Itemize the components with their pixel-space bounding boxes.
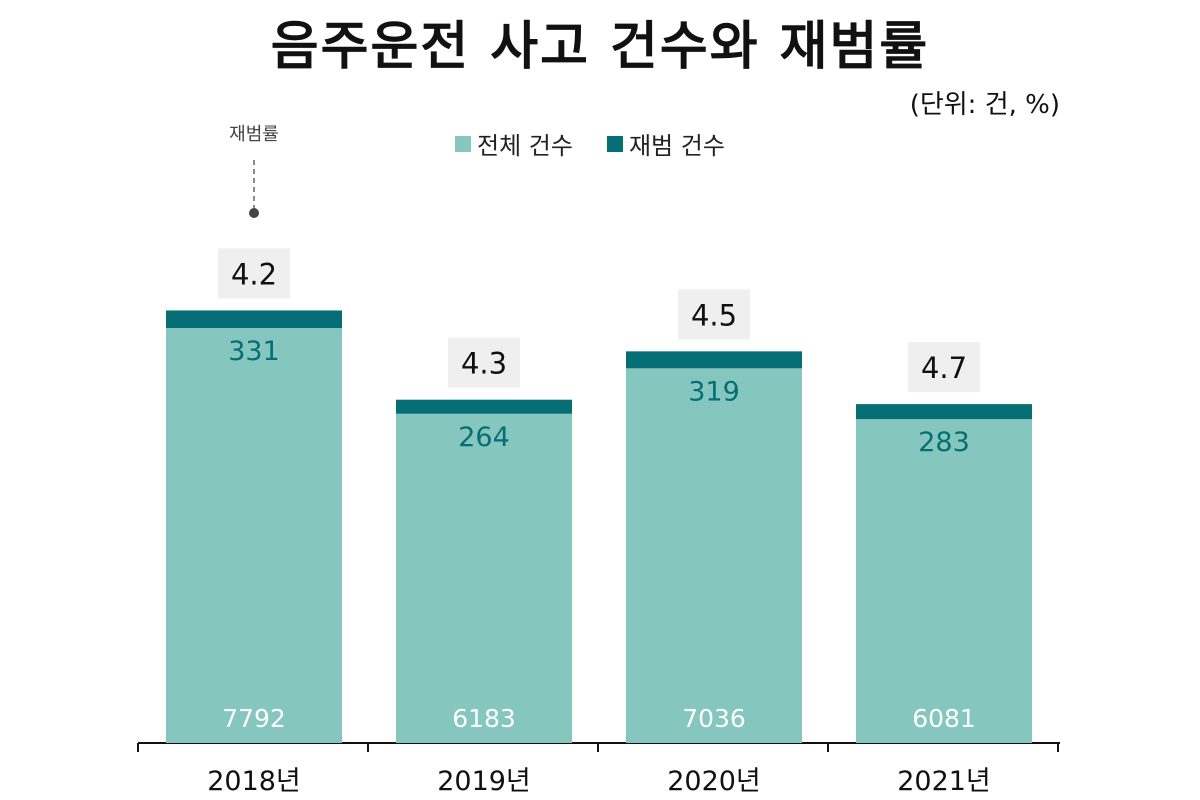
repeat-value-label: 283 [918,427,970,458]
x-tick-label: 2018년 [207,766,301,797]
total-value-label: 6081 [912,704,976,733]
rate-box [678,289,750,340]
rate-box [448,337,520,388]
legend-swatch-repeat [606,135,623,152]
legend-swatch-total [455,135,471,152]
rate-label: 4.7 [921,351,967,385]
total-value-label: 7036 [682,704,746,733]
legend-item-repeat: 재범 건수 [606,126,725,161]
chart-title: 음주운전 사고 건수와 재범률 [270,17,930,77]
repeat-value-label: 319 [688,376,740,407]
repeat-value-label: 331 [228,336,280,367]
legend-label-total: 전체 건수 [477,132,573,160]
total-value-label: 6183 [452,704,516,733]
x-tick-label: 2020년 [667,766,761,797]
bar-total [166,328,342,743]
unit-note: (단위: 건, %) [909,90,1060,120]
rate-label: 4.5 [691,298,737,332]
rate-label: 4.3 [461,347,507,381]
repeat-value-label: 264 [458,422,510,453]
bar-repeat [856,404,1032,420]
x-tick-label: 2021년 [897,766,991,797]
legend-label-repeat: 재범 건수 [628,132,725,160]
x-tick-label: 2019년 [437,766,531,797]
rate-box [218,248,290,299]
bar-repeat [166,310,342,329]
bar-repeat [626,351,802,369]
bar-total [626,368,802,743]
rate-label: 4.2 [231,257,277,291]
rate-annotation-label: 재범률 [229,124,279,145]
rate-annotation-dot [249,208,259,218]
bar-repeat [396,399,572,414]
legend-item-total: 전체 건수 [455,126,573,161]
bar-total [396,413,572,743]
rate-box [908,342,980,393]
bar-total [856,419,1032,743]
legend: 전체 건수 재범 건수 [455,126,725,161]
total-value-label: 7792 [222,704,286,733]
